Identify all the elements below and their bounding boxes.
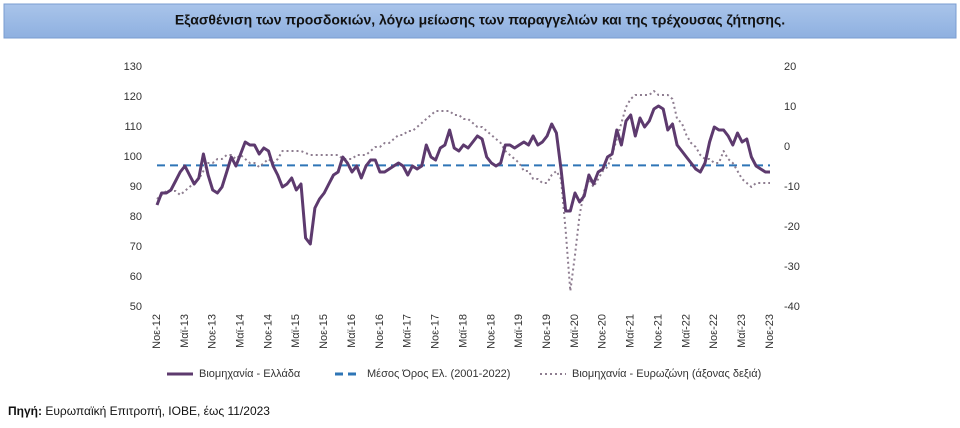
source-label: Πηγή:: [8, 404, 42, 418]
y2-tick-label: -10: [784, 181, 800, 193]
y2-tick-label: -30: [784, 261, 800, 273]
y2-tick-label: 0: [784, 141, 790, 153]
x-tick-label: Νοε-14: [262, 314, 274, 349]
y2-tick-label: 10: [784, 101, 796, 113]
x-tick-label: Νοε-20: [597, 314, 609, 349]
y-tick-label: 90: [130, 181, 142, 193]
x-tick-label: Νοε-23: [764, 314, 776, 349]
x-tick-label: Μαϊ-15: [290, 314, 302, 348]
x-tick-label: Μαϊ-21: [625, 314, 637, 348]
legend-label: Βιομηχανία - Ελλάδα: [199, 368, 301, 380]
x-tick-label: Νοε-17: [430, 314, 442, 349]
y2-tick-label: -40: [784, 301, 800, 313]
chart-title: Εξασθένιση των προσδοκιών, λόγω μείωσης …: [175, 12, 785, 28]
x-tick-label: Νοε-21: [652, 314, 664, 349]
x-tick-label: Νοε-18: [485, 314, 497, 349]
y-tick-label: 70: [130, 241, 142, 253]
y2-tick-label: 20: [784, 61, 796, 73]
y-tick-label: 130: [124, 61, 142, 73]
title-bar: [3, 3, 957, 39]
y-tick-label: 110: [124, 121, 142, 133]
series-line: [156, 90, 770, 292]
y-tick-label: 80: [130, 211, 142, 223]
x-tick-label: Μαϊ-13: [179, 314, 191, 348]
x-tick-label: Νοε-12: [151, 314, 163, 349]
source-text: Ευρωπαϊκή Επιτροπή, ΙΟΒΕ, έως 11/2023: [45, 404, 270, 418]
y2-tick-label: -20: [784, 221, 800, 233]
x-tick-label: Μαϊ-23: [736, 314, 748, 348]
series-line: [155, 104, 770, 246]
legend-label: Βιομηχανία - Ευρωζώνη (άξονας δεξιά): [572, 368, 761, 380]
y-tick-label: 60: [130, 271, 142, 283]
x-tick-label: Νοε-22: [708, 314, 720, 349]
source: Πηγή: Ευρωπαϊκή Επιτροπή, ΙΟΒΕ, έως 11/2…: [8, 404, 270, 418]
x-tick-label: Νοε-16: [374, 314, 386, 349]
x-tick-label: Μαϊ-19: [513, 314, 525, 348]
x-tick-label: Μαϊ-16: [346, 314, 358, 348]
x-tick-label: Μαϊ-18: [457, 314, 469, 348]
x-tick-label: Μαϊ-20: [569, 314, 581, 348]
x-tick-label: Νοε-13: [207, 314, 219, 349]
x-tick-label: Μαϊ-14: [234, 314, 246, 348]
y-tick-label: 120: [124, 91, 142, 103]
x-tick-label: Νοε-19: [541, 314, 553, 349]
x-tick-label: Μαϊ-17: [402, 314, 414, 348]
y-tick-label: 100: [124, 151, 142, 163]
x-tick-label: Μαϊ-22: [680, 314, 692, 348]
x-tick-label: Νοε-15: [318, 314, 330, 349]
y-tick-label: 50: [130, 301, 142, 313]
legend-label: Μέσος Όρος Ελ. (2001-2022): [367, 368, 510, 380]
